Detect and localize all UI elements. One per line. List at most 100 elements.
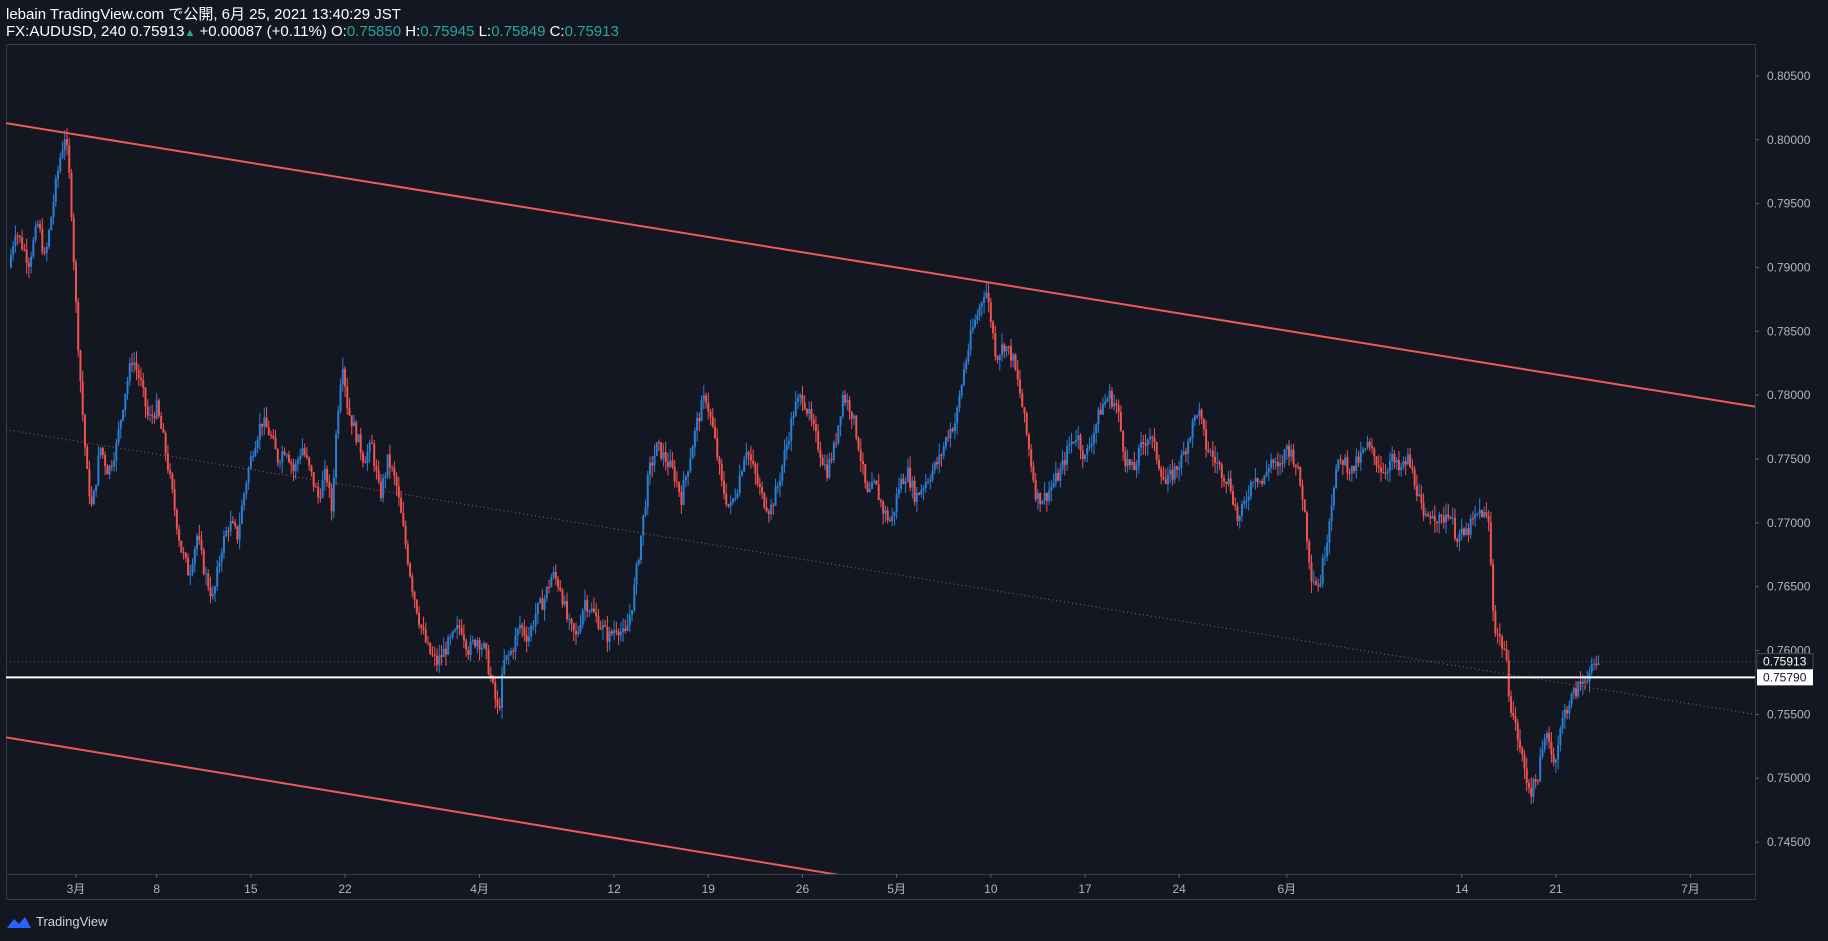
candle-body — [1146, 439, 1149, 446]
low-label: L: — [478, 23, 492, 40]
candle-body — [1292, 449, 1295, 465]
candle-body — [1350, 465, 1353, 474]
candle-body — [296, 459, 299, 464]
last-price-tag-label: 0.75913 — [1763, 655, 1807, 669]
candle-body — [202, 550, 205, 574]
candle-body — [12, 245, 15, 255]
candle-body — [379, 481, 382, 499]
candle-body — [1451, 517, 1454, 519]
candle-body — [27, 262, 30, 267]
candle-body — [485, 643, 488, 650]
candle-body — [415, 599, 418, 613]
candle-body — [196, 535, 199, 549]
candle-body — [447, 637, 450, 655]
time-tick-label: 15 — [244, 882, 258, 896]
candle-body — [1467, 528, 1470, 535]
candle-body — [1045, 493, 1048, 501]
candle-body — [1525, 768, 1528, 783]
time-axis[interactable]: 3月 8 15 22 4月 12 19 26 5月 10 17 24 6月 14 21 7月 — [6, 874, 1755, 896]
candle-body — [1371, 446, 1374, 449]
candle-body — [996, 356, 999, 360]
candle-body — [875, 480, 878, 485]
candle-body — [1458, 533, 1461, 542]
candle-body — [1039, 492, 1042, 505]
candle-body — [1104, 401, 1107, 405]
candle-body — [211, 593, 214, 597]
candle-body — [597, 615, 600, 629]
candle-body — [1151, 436, 1154, 438]
candle-body — [1476, 513, 1479, 515]
price-tick-label: 0.77000 — [1767, 516, 1811, 530]
candle-body — [1173, 466, 1176, 480]
candle-body — [460, 627, 463, 635]
candle-body — [1027, 434, 1030, 450]
candle-body — [548, 587, 551, 589]
candle-body — [1346, 457, 1349, 473]
candle-body — [835, 442, 838, 444]
candle-body — [971, 327, 974, 331]
candle-body — [882, 501, 885, 514]
candle-body — [1016, 369, 1019, 380]
candle-body — [873, 480, 876, 483]
candle-body — [696, 418, 699, 431]
candle-body — [162, 428, 165, 433]
candle-body — [604, 624, 607, 627]
candle-body — [1225, 481, 1228, 484]
trendlines-layer — [6, 122, 1755, 874]
candle-body — [911, 480, 914, 488]
candle-body — [1119, 411, 1122, 431]
candle-body — [577, 631, 580, 635]
candle-body — [54, 178, 57, 202]
candle-body — [467, 649, 470, 655]
candle-body — [1559, 728, 1562, 746]
candle-body — [891, 516, 894, 521]
candle-body — [1503, 648, 1506, 650]
candle-body — [1095, 423, 1098, 434]
candle-body — [906, 467, 909, 482]
candle-body — [359, 434, 362, 454]
upper-trendline — [6, 122, 1755, 408]
candle-body — [469, 641, 472, 655]
candle-body — [637, 559, 640, 564]
candle-body — [1563, 709, 1566, 718]
candle-body — [142, 380, 145, 388]
candle-body — [339, 384, 342, 411]
candle-body — [1267, 467, 1270, 472]
candle-body — [1162, 476, 1165, 480]
candle-body — [110, 465, 113, 467]
candle-body — [1527, 782, 1530, 788]
candle-body — [483, 643, 486, 648]
candle-body — [404, 525, 407, 545]
candle-body — [355, 422, 358, 443]
candle-body — [617, 631, 620, 636]
candle-body — [902, 478, 905, 485]
candle-body — [868, 488, 871, 492]
candle-body — [1393, 453, 1396, 463]
candle-body — [1557, 745, 1560, 760]
price-axis[interactable]: 0.80500 0.80000 0.79500 0.79000 0.78500 0.780… — [1755, 69, 1811, 849]
candle-body — [947, 437, 950, 439]
candle-body — [1462, 528, 1465, 535]
candle-body — [106, 465, 109, 475]
candle-body — [440, 655, 443, 658]
candle-body — [328, 482, 331, 488]
candle-body — [1283, 449, 1286, 464]
candle-body — [1480, 509, 1483, 518]
candle-body — [944, 437, 947, 447]
candle-body — [1198, 409, 1201, 416]
level-price-tag-label: 0.75790 — [1763, 670, 1807, 684]
candle-body — [1124, 451, 1127, 467]
candle-body — [844, 394, 847, 403]
candle-body — [173, 489, 176, 510]
candle-body — [1153, 437, 1156, 443]
candle-body — [1516, 722, 1519, 741]
candle-body — [471, 640, 474, 642]
candle-body — [1234, 504, 1237, 507]
tradingview-logo[interactable]: TradingView — [6, 914, 108, 929]
candle-body — [527, 636, 530, 642]
candle-body — [949, 428, 952, 439]
candle-body — [135, 362, 138, 371]
candle-body — [498, 706, 501, 708]
candle-body — [231, 521, 234, 523]
